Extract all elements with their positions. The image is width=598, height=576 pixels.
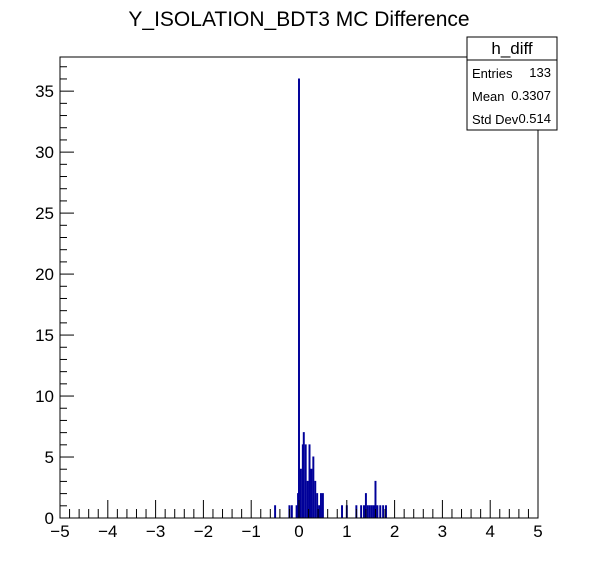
histogram-bin-5: [298, 78, 300, 518]
stat-label-std-dev: Std Dev: [472, 112, 519, 127]
histogram-bin-10: [306, 480, 309, 518]
x-tick-label: 3: [438, 522, 447, 541]
histogram-bin-31: [379, 505, 382, 518]
histogram-bin-16: [318, 505, 321, 518]
y-tick-label: 10: [35, 387, 54, 406]
y-tick-label: 20: [35, 265, 54, 284]
x-tick-label: −5: [50, 522, 69, 541]
stat-label-entries: Entries: [472, 66, 513, 81]
histogram-bin-9: [304, 444, 307, 518]
stat-value-entries: 133: [529, 65, 551, 80]
stats-box: h_diff Entries 133 Mean 0.3307 Std Dev 0…: [466, 36, 558, 131]
histogram-bin-14: [314, 480, 317, 518]
histogram-bin-33: [385, 505, 387, 518]
y-tick-label: 15: [35, 326, 54, 345]
histogram-bin-17: [320, 493, 322, 518]
x-tick-label: −2: [194, 522, 213, 541]
x-tick-label: 2: [390, 522, 399, 541]
stats-box-title: h_diff: [491, 39, 533, 58]
histogram-bin-0: [274, 505, 277, 518]
histogram-bin-28: [372, 505, 375, 518]
histogram-bin-2: [290, 505, 293, 518]
x-tick-label: −4: [98, 522, 117, 541]
y-axis: 0 5 10 15 20 25 30 35: [35, 66, 74, 528]
histogram-bin-15: [316, 493, 319, 518]
histogram-bin-3: [295, 505, 298, 518]
histogram-bin-23: [363, 505, 365, 518]
stat-value-std-dev: 0.514: [518, 111, 551, 126]
x-tick-label: 0: [294, 522, 303, 541]
x-tick-label: −3: [146, 522, 165, 541]
histogram-bin-30: [376, 505, 379, 518]
histogram-bin-24: [364, 493, 367, 518]
histogram-bin-18: [321, 493, 324, 518]
y-tick-label: 0: [45, 509, 54, 528]
x-tick-label: 4: [485, 522, 494, 541]
histogram-bin-6: [299, 468, 302, 518]
histogram-bin-13: [312, 456, 315, 518]
chart-title: Y_ISOLATION_BDT3 MC Difference: [128, 8, 469, 31]
histogram-bin-11: [308, 444, 311, 518]
y-tick-label: 5: [45, 448, 54, 467]
histogram-bars: [274, 78, 387, 518]
histogram-bin-29: [374, 480, 377, 518]
x-tick-label: 5: [533, 522, 542, 541]
histogram-bin-19: [341, 505, 343, 518]
histogram-bin-25: [366, 505, 369, 518]
histogram-bin-12: [310, 468, 313, 518]
histogram-bin-8: [302, 432, 305, 518]
histogram-bin-32: [382, 505, 385, 518]
histogram-bin-27: [370, 505, 373, 518]
histogram-bin-26: [368, 505, 371, 518]
y-tick-label: 30: [35, 143, 54, 162]
x-tick-label: −1: [242, 522, 261, 541]
y-tick-label: 35: [35, 82, 54, 101]
stat-label-mean: Mean: [472, 89, 505, 104]
histogram-bin-22: [360, 505, 363, 518]
x-tick-label: 1: [342, 522, 351, 541]
y-tick-label: 25: [35, 204, 54, 223]
x-axis: −5 −4 −3 −2 −1 0 1 2 3 4 5: [50, 500, 543, 541]
stats-box-frame: [466, 36, 558, 131]
stat-value-mean: 0.3307: [511, 88, 551, 103]
